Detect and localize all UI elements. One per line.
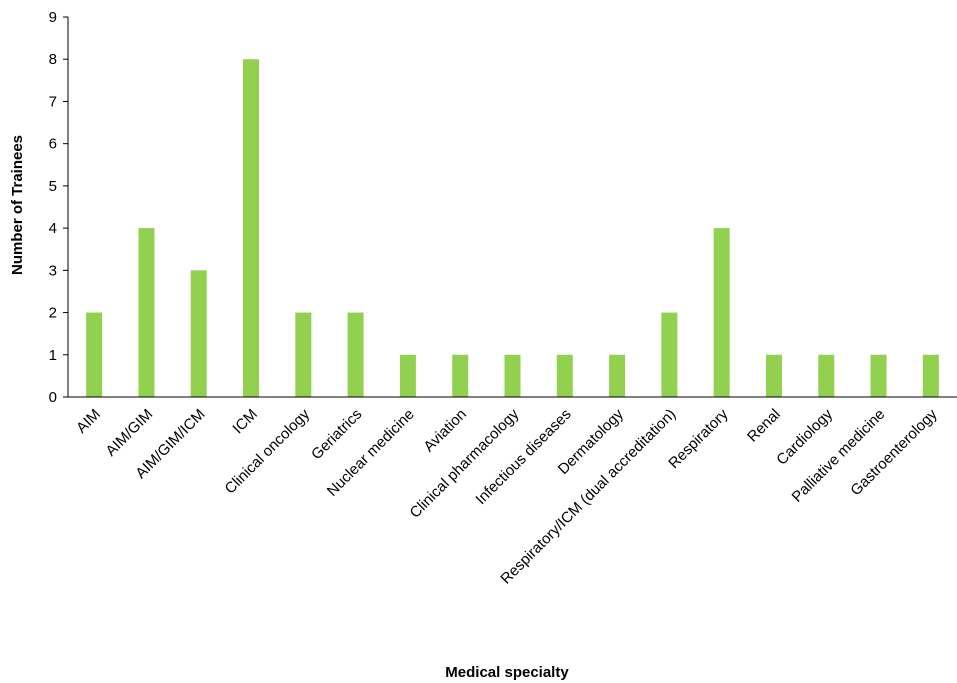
bar bbox=[609, 354, 626, 397]
y-tick-label: 3 bbox=[49, 262, 57, 279]
x-tick-label: AIM/GIM bbox=[102, 406, 156, 460]
x-tick-label: AIM bbox=[73, 406, 104, 437]
x-tick-label: Infectious diseases bbox=[472, 406, 574, 508]
bar bbox=[452, 354, 469, 397]
bar bbox=[870, 354, 887, 397]
bar bbox=[190, 270, 207, 397]
bar bbox=[504, 354, 521, 397]
y-tick-label: 7 bbox=[49, 93, 57, 110]
x-axis-title: Medical specialty bbox=[445, 664, 569, 681]
bar bbox=[713, 228, 730, 397]
bar bbox=[818, 354, 835, 397]
bar bbox=[86, 312, 103, 397]
x-tick-label: Renal bbox=[744, 406, 784, 446]
bar bbox=[765, 354, 782, 397]
bar bbox=[922, 354, 939, 397]
y-tick-label: 1 bbox=[49, 347, 57, 364]
y-tick-label: 5 bbox=[49, 178, 57, 195]
y-tick-label: 4 bbox=[49, 220, 57, 237]
x-tick-label: Nuclear medicine bbox=[324, 406, 418, 500]
bar bbox=[295, 312, 312, 397]
y-axis-title: Number of Trainees bbox=[9, 135, 26, 275]
bar bbox=[138, 228, 155, 397]
y-tick-label: 2 bbox=[49, 305, 57, 322]
y-tick-label: 0 bbox=[49, 389, 57, 406]
y-tick-label: 9 bbox=[49, 9, 57, 26]
y-tick-label: 6 bbox=[49, 136, 57, 153]
bar bbox=[347, 312, 364, 397]
x-tick-label: ICM bbox=[229, 406, 260, 437]
bar bbox=[661, 312, 678, 397]
bar bbox=[399, 354, 416, 397]
bar bbox=[556, 354, 573, 397]
y-axis-ticks: 0 1 2 3 4 5 6 7 8 9 bbox=[49, 9, 68, 406]
bar bbox=[243, 59, 260, 397]
bars bbox=[86, 59, 939, 397]
y-tick-label: 8 bbox=[49, 51, 57, 68]
x-tick-label: Aviation bbox=[420, 406, 470, 456]
x-tick-label: Palliative medicine bbox=[789, 406, 889, 506]
